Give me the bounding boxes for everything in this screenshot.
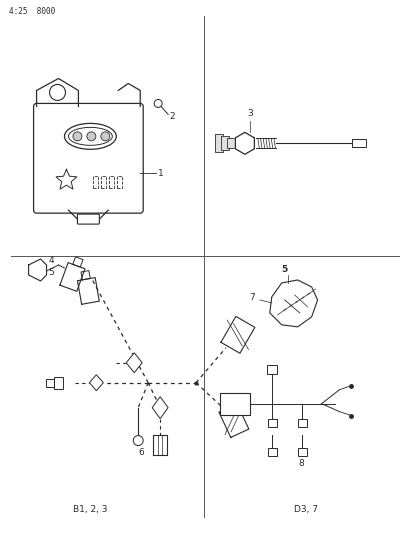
Circle shape <box>133 435 143 446</box>
Bar <box>101 176 106 188</box>
Bar <box>221 136 229 150</box>
Polygon shape <box>152 397 168 418</box>
Circle shape <box>73 132 82 141</box>
Circle shape <box>154 100 162 108</box>
Bar <box>298 418 307 426</box>
Bar <box>267 365 277 374</box>
Polygon shape <box>89 375 103 391</box>
Ellipse shape <box>64 123 116 149</box>
Text: 2: 2 <box>169 112 175 121</box>
Bar <box>353 139 366 147</box>
Text: 4:25  8000: 4:25 8000 <box>9 7 55 15</box>
Bar <box>117 176 122 188</box>
Bar <box>298 448 307 456</box>
Text: 7: 7 <box>249 293 255 302</box>
Circle shape <box>101 132 110 141</box>
Bar <box>227 139 235 148</box>
Bar <box>46 379 53 386</box>
Bar <box>268 448 277 456</box>
Text: 1: 1 <box>158 169 164 177</box>
Polygon shape <box>270 280 317 327</box>
Polygon shape <box>235 132 254 154</box>
Text: B1, 2, 3: B1, 2, 3 <box>73 505 108 514</box>
FancyBboxPatch shape <box>78 214 100 224</box>
Text: 3: 3 <box>247 109 253 118</box>
Bar <box>109 176 114 188</box>
Text: 4: 4 <box>49 256 54 265</box>
Bar <box>220 393 250 415</box>
Circle shape <box>87 132 96 141</box>
FancyBboxPatch shape <box>33 103 143 213</box>
Text: 5: 5 <box>49 268 54 277</box>
Polygon shape <box>126 353 142 373</box>
Text: 5: 5 <box>282 265 288 274</box>
Circle shape <box>49 84 65 100</box>
Bar <box>93 176 98 188</box>
Text: D3, 7: D3, 7 <box>294 505 318 514</box>
Bar <box>215 134 223 152</box>
Bar <box>53 377 64 389</box>
Ellipse shape <box>69 127 112 146</box>
Text: 8: 8 <box>299 459 304 469</box>
Text: 6: 6 <box>138 448 144 456</box>
Bar <box>268 418 277 426</box>
